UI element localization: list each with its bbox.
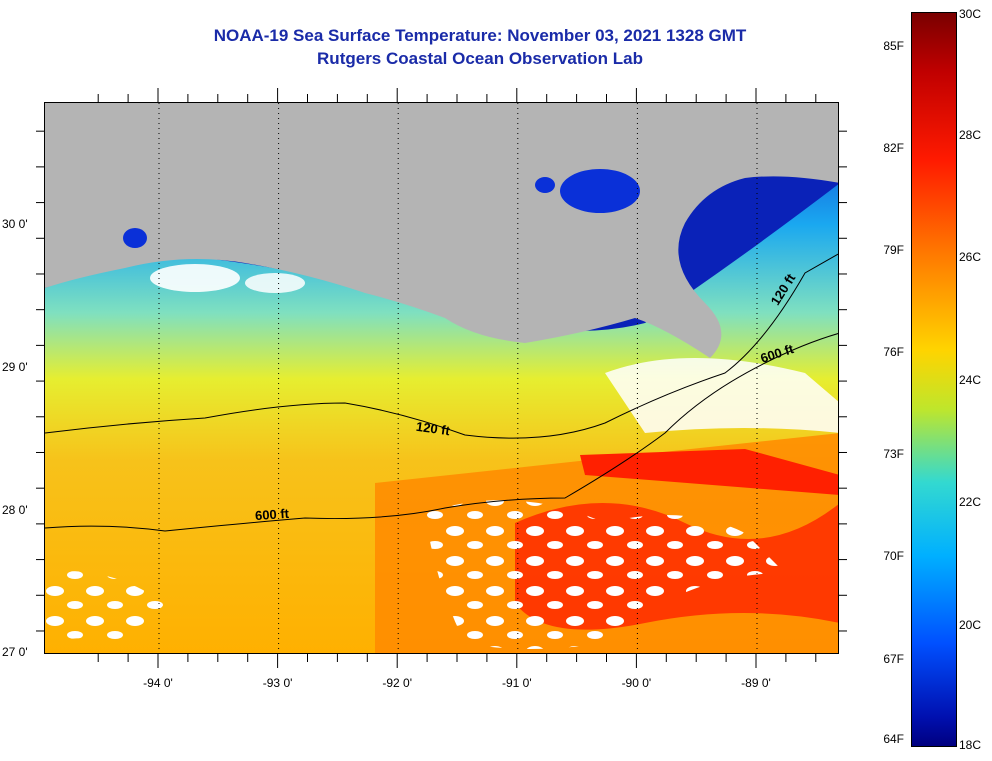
contour-120ft <box>45 253 838 439</box>
hot-band <box>580 449 838 495</box>
map-title: NOAA-19 Sea Surface Temperature: Novembe… <box>213 26 747 45</box>
longitude-label: -93 0' <box>262 676 293 690</box>
colorbar-c-label: 22C <box>959 495 982 509</box>
land <box>45 103 838 358</box>
colorbar-f-label: 67F <box>883 651 904 666</box>
colorbar-f-label: 85F <box>883 39 904 54</box>
cloud-cover <box>425 500 785 649</box>
colorbar-c-label: 18C <box>959 738 982 752</box>
bay <box>535 177 555 193</box>
colorbar-f-label: 76F <box>883 345 904 360</box>
colorbar-c-label: 20C <box>959 617 982 632</box>
latitude-label: 29 0' <box>2 359 28 374</box>
colorbar-f-label: 73F <box>883 447 904 462</box>
colorbar-f-label: 82F <box>883 141 904 156</box>
longitude-label: -90 0' <box>621 676 652 690</box>
bay <box>560 169 640 213</box>
latitude-label: 30 0' <box>2 217 28 231</box>
bay <box>123 228 147 248</box>
colorbar <box>911 12 957 747</box>
latitude-label: 27 0' <box>2 645 28 660</box>
cloud-cover <box>605 358 838 433</box>
colorbar-c-label: 28C <box>959 127 982 142</box>
map-subtitle: Rutgers Coastal Ocean Observation Lab <box>317 49 643 68</box>
longitude-label: -89 0' <box>741 676 771 690</box>
colorbar-f-label: 79F <box>883 243 904 258</box>
colorbar-f-label: 70F <box>883 549 904 564</box>
colorbar-c-label: 24C <box>959 372 982 387</box>
longitude-label: -92 0' <box>382 676 413 690</box>
latitude-label: 28 0' <box>2 502 28 517</box>
colorbar-f-label: 64F <box>883 732 904 746</box>
colorbar-c-label: 30C <box>959 7 982 21</box>
colorbar-c-label: 26C <box>959 250 982 264</box>
contour-600ft <box>45 333 838 532</box>
sst-map <box>44 102 839 654</box>
cloud-cover <box>45 571 165 643</box>
cloud-cover <box>245 273 305 293</box>
cloud-cover <box>150 264 240 292</box>
longitude-label: -91 0' <box>501 676 532 690</box>
longitude-label: -94 0' <box>143 676 173 690</box>
